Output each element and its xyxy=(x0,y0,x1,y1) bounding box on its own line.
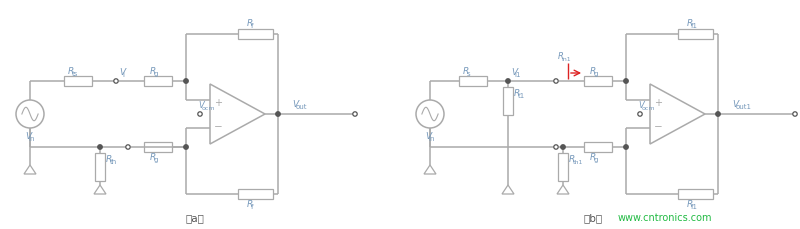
Polygon shape xyxy=(557,185,569,194)
Text: g: g xyxy=(154,71,158,77)
Text: R: R xyxy=(150,152,156,161)
Polygon shape xyxy=(424,165,436,174)
Circle shape xyxy=(554,79,558,84)
Circle shape xyxy=(353,112,357,117)
Bar xyxy=(584,77,612,87)
Bar xyxy=(144,77,172,87)
Text: R: R xyxy=(558,52,564,61)
Circle shape xyxy=(184,79,188,84)
Text: V: V xyxy=(119,68,125,77)
Bar xyxy=(678,189,713,199)
Text: V: V xyxy=(732,100,738,109)
Text: V: V xyxy=(198,101,204,109)
Text: R: R xyxy=(247,19,254,28)
Text: R: R xyxy=(590,67,596,76)
Polygon shape xyxy=(24,165,36,174)
Text: V: V xyxy=(425,131,431,140)
Text: ocm: ocm xyxy=(202,106,214,111)
Text: i1: i1 xyxy=(514,72,521,78)
Text: R: R xyxy=(68,67,74,76)
Bar xyxy=(558,153,568,181)
Text: V: V xyxy=(292,100,298,109)
Circle shape xyxy=(416,101,444,128)
Circle shape xyxy=(16,101,44,128)
Polygon shape xyxy=(650,85,705,144)
Text: th: th xyxy=(110,158,117,164)
Text: f: f xyxy=(250,203,253,209)
Bar xyxy=(678,30,713,40)
Text: t1: t1 xyxy=(518,93,525,98)
Text: th1: th1 xyxy=(573,159,583,164)
Circle shape xyxy=(624,79,628,84)
Bar xyxy=(503,88,513,115)
Bar xyxy=(238,30,273,40)
Circle shape xyxy=(198,112,202,117)
Text: in: in xyxy=(429,135,435,141)
Text: out: out xyxy=(295,104,307,109)
Text: g: g xyxy=(154,156,158,162)
Text: f: f xyxy=(250,23,253,29)
Circle shape xyxy=(276,112,280,117)
Bar xyxy=(584,142,612,152)
Bar xyxy=(238,189,273,199)
Circle shape xyxy=(554,145,558,150)
Text: R: R xyxy=(106,154,112,163)
Circle shape xyxy=(114,79,118,84)
Bar xyxy=(459,77,487,87)
Text: www.cntronics.com: www.cntronics.com xyxy=(618,212,713,222)
Text: in1: in1 xyxy=(562,57,571,62)
Text: R: R xyxy=(569,154,575,163)
Text: （b）: （b） xyxy=(583,212,602,222)
Text: s: s xyxy=(466,71,470,77)
Polygon shape xyxy=(210,85,265,144)
Text: f1: f1 xyxy=(690,23,698,29)
Bar xyxy=(64,77,92,87)
Polygon shape xyxy=(502,185,514,194)
Text: ocm: ocm xyxy=(642,106,654,111)
Text: R: R xyxy=(463,67,470,76)
Text: +: + xyxy=(214,98,222,108)
Text: V: V xyxy=(25,131,31,140)
Circle shape xyxy=(716,112,720,117)
Text: g: g xyxy=(594,156,598,162)
Polygon shape xyxy=(94,185,106,194)
Text: R: R xyxy=(150,67,156,76)
Text: out1: out1 xyxy=(735,104,751,109)
Text: R: R xyxy=(514,89,520,98)
Bar xyxy=(95,153,105,181)
Bar xyxy=(144,142,172,152)
Text: R: R xyxy=(247,199,254,208)
Text: f1: f1 xyxy=(690,203,698,209)
Text: in: in xyxy=(29,135,35,141)
Text: −: − xyxy=(654,121,662,131)
Circle shape xyxy=(561,145,565,150)
Circle shape xyxy=(624,145,628,150)
Text: +: + xyxy=(654,98,662,108)
Text: R: R xyxy=(687,199,694,208)
Text: ts: ts xyxy=(71,71,78,77)
Text: （a）: （a） xyxy=(186,212,205,222)
Text: −: − xyxy=(214,121,222,131)
Circle shape xyxy=(638,112,642,117)
Text: V: V xyxy=(511,68,517,77)
Circle shape xyxy=(793,112,797,117)
Text: V: V xyxy=(638,101,644,109)
Circle shape xyxy=(98,145,102,150)
Circle shape xyxy=(126,145,130,150)
Circle shape xyxy=(506,79,510,84)
Text: g: g xyxy=(594,71,598,77)
Text: R: R xyxy=(590,152,596,161)
Text: i: i xyxy=(122,72,125,78)
Circle shape xyxy=(184,145,188,150)
Text: R: R xyxy=(687,19,694,28)
